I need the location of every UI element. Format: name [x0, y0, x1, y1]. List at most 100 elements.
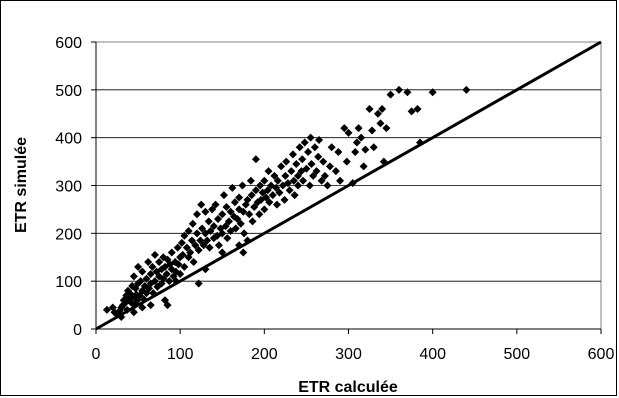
- data-point: [272, 200, 281, 209]
- data-point: [386, 90, 395, 99]
- data-points: [102, 85, 471, 322]
- data-point: [320, 171, 329, 180]
- data-point: [260, 176, 269, 185]
- data-point: [138, 303, 147, 312]
- data-point: [298, 155, 307, 164]
- data-point: [144, 258, 153, 267]
- data-point: [307, 159, 316, 168]
- data-point: [231, 224, 240, 233]
- data-point: [260, 205, 269, 214]
- x-tick-label-500: 500: [503, 346, 530, 363]
- data-point: [221, 222, 230, 231]
- data-point: [361, 145, 370, 154]
- data-point: [222, 203, 231, 212]
- data-point: [193, 210, 201, 219]
- data-point: [208, 205, 217, 214]
- data-point: [299, 176, 308, 185]
- data-point: [294, 181, 302, 190]
- data-point: [336, 176, 345, 185]
- data-point: [134, 262, 143, 271]
- data-point: [369, 143, 378, 152]
- data-point: [239, 207, 248, 216]
- y-tick-labels: 0 100 200 300 400 500 600: [55, 35, 96, 339]
- data-point: [146, 269, 155, 278]
- data-point: [334, 148, 343, 157]
- data-point: [228, 183, 237, 192]
- data-point: [148, 262, 157, 271]
- data-point: [123, 286, 132, 295]
- data-point: [295, 143, 304, 152]
- data-point: [159, 274, 168, 283]
- data-point: [149, 289, 158, 298]
- data-point: [224, 217, 233, 226]
- x-tick-labels: 0 100 200 300 400 500 600: [92, 329, 614, 363]
- data-point: [218, 210, 227, 219]
- data-point: [368, 126, 377, 135]
- data-point: [243, 236, 252, 245]
- y-tick-label-200: 200: [55, 226, 82, 243]
- reference-line-1-1: [95, 40, 602, 331]
- data-point: [395, 85, 403, 94]
- data-point: [315, 136, 324, 145]
- y-tick-label-400: 400: [55, 131, 82, 148]
- data-point: [187, 236, 196, 245]
- data-point: [351, 148, 360, 157]
- data-point: [306, 133, 315, 142]
- data-point: [359, 162, 368, 171]
- data-point: [223, 234, 232, 243]
- x-tick-label-300: 300: [335, 346, 362, 363]
- data-point: [214, 214, 223, 223]
- data-point: [309, 171, 318, 180]
- data-point: [173, 243, 182, 252]
- data-point: [211, 200, 220, 209]
- data-point: [219, 191, 228, 200]
- data-point: [198, 224, 207, 233]
- data-point: [331, 167, 340, 176]
- data-point: [194, 279, 203, 288]
- data-point: [203, 236, 212, 245]
- data-point: [110, 308, 119, 317]
- data-point: [174, 260, 183, 269]
- data-point: [304, 148, 313, 157]
- data-point: [214, 241, 223, 250]
- x-tick-label-0: 0: [92, 346, 101, 363]
- data-point: [182, 243, 191, 252]
- data-point: [236, 219, 245, 228]
- data-point: [352, 138, 361, 147]
- data-point: [199, 241, 208, 250]
- data-point: [287, 167, 296, 176]
- data-point: [162, 269, 171, 278]
- data-point: [245, 210, 254, 219]
- data-point: [201, 265, 210, 274]
- data-point: [294, 171, 302, 180]
- data-point: [275, 188, 284, 197]
- data-point: [357, 133, 366, 142]
- y-tick-label-100: 100: [55, 274, 82, 291]
- data-point: [312, 167, 321, 176]
- data-point: [251, 186, 260, 195]
- data-point: [285, 186, 294, 195]
- data-point: [462, 85, 471, 94]
- data-point: [230, 198, 239, 207]
- data-point: [201, 207, 210, 216]
- x-tick-label-200: 200: [251, 346, 278, 363]
- data-point: [302, 164, 311, 173]
- data-point: [373, 109, 382, 118]
- data-point: [263, 186, 272, 195]
- data-point: [251, 155, 260, 164]
- data-point: [142, 274, 151, 283]
- data-point: [289, 176, 298, 185]
- data-point: [280, 195, 289, 204]
- reference-line-group: [95, 40, 602, 331]
- data-point: [348, 179, 357, 188]
- data-point: [150, 250, 159, 259]
- data-point: [204, 217, 213, 226]
- data-point: [146, 301, 155, 310]
- data-point: [117, 313, 126, 322]
- data-point: [176, 269, 185, 278]
- data-point: [233, 214, 242, 223]
- data-point: [177, 238, 186, 247]
- data-point: [193, 229, 201, 238]
- data-point: [277, 162, 286, 171]
